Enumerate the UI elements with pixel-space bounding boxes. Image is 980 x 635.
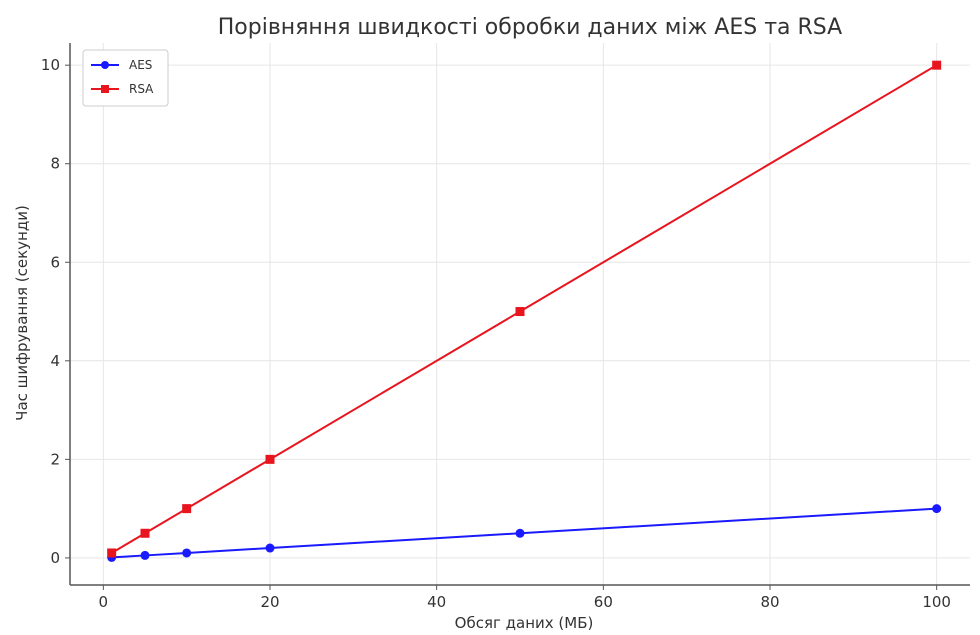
x-tick-label-0: 0 [99,593,109,611]
axes [69,43,970,586]
y-tick-label-8: 8 [50,155,60,173]
series-group [107,60,942,562]
data-point-aes-3 [265,543,275,553]
ticks: 0 20 40 60 80 100 0 2 4 6 8 10 [41,56,951,611]
legend-marker-rsa [101,85,109,93]
x-axis-label: Обсяг даних (МБ) [455,614,594,632]
x-tick-label-20: 20 [260,593,279,611]
legend-label-aes: AES [129,58,152,72]
y-tick-label-6: 6 [50,253,60,271]
chart-title: Порівняння швидкості обробки даних між A… [218,15,842,40]
y-axis-label: Час шифрування (секунди) [13,205,31,421]
legend: AES RSA [82,49,169,107]
x-tick-label-40: 40 [427,593,446,611]
legend-box [82,49,169,107]
legend-marker-aes [101,61,109,69]
data-point-aes-2 [182,548,192,558]
data-point-rsa-0 [107,548,117,558]
legend-label-rsa: RSA [129,82,154,96]
series-line-rsa [111,64,938,554]
x-tick-label-60: 60 [594,593,613,611]
y-tick-label-10: 10 [41,56,60,74]
data-point-aes-1 [140,550,150,560]
grid [70,43,970,585]
y-tick-label-0: 0 [50,549,60,567]
data-point-rsa-1 [140,528,150,538]
y-tick-label-2: 2 [50,450,60,468]
data-point-aes-5 [932,504,942,514]
data-point-rsa-2 [182,504,192,514]
data-point-aes-4 [515,528,525,538]
data-point-rsa-3 [265,454,275,464]
y-tick-label-4: 4 [50,352,60,370]
series-line-aes [111,507,937,559]
data-point-rsa-5 [932,60,942,70]
x-tick-label-80: 80 [760,593,779,611]
data-point-rsa-4 [515,307,525,317]
x-tick-label-100: 100 [922,593,951,611]
